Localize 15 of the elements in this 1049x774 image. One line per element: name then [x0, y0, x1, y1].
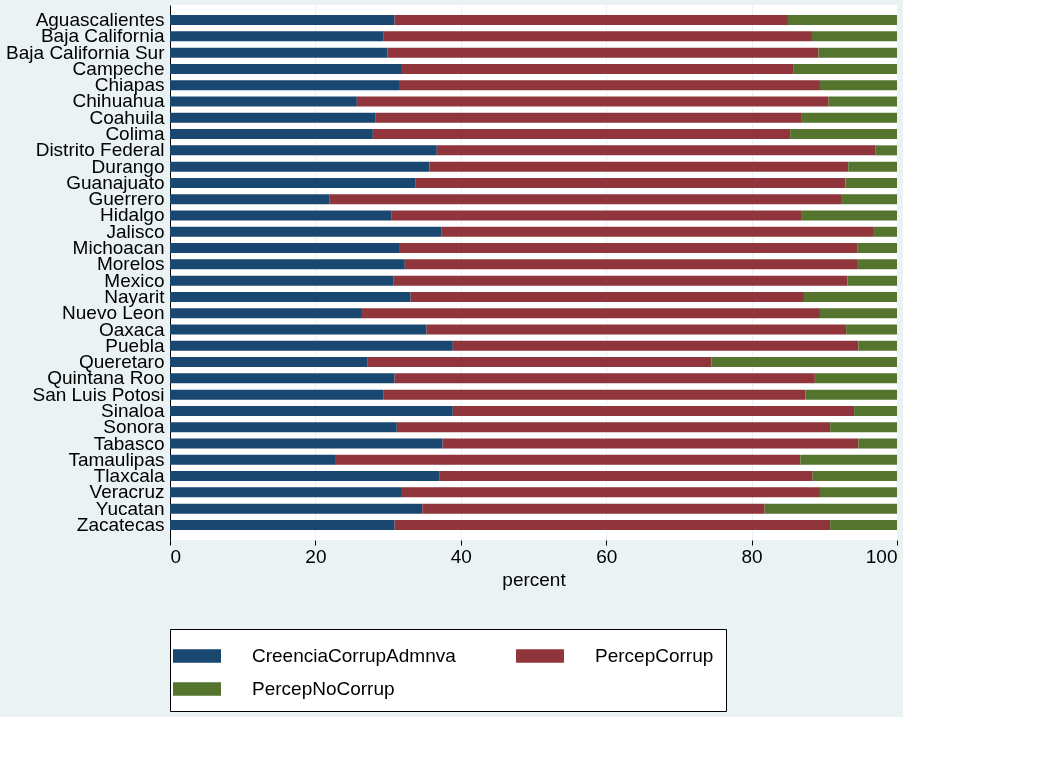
x-tick-label: 60 — [596, 545, 618, 567]
x-tick-label: 0 — [170, 545, 182, 567]
x-tick-label: 20 — [305, 545, 327, 567]
legend-label: PercepNoCorrup — [252, 678, 395, 699]
x-tick-label: 100 — [865, 545, 898, 567]
y-tick-label: Distrito Federal — [35, 139, 165, 161]
y-tick-label: Aguascalientes — [35, 9, 165, 31]
legend-label: CreenciaCorrupAdmnva — [252, 645, 457, 666]
x-axis-title: percent — [502, 568, 567, 590]
y-tick-label: Oaxaca — [99, 318, 165, 340]
x-tick-label: 40 — [450, 545, 472, 567]
y-tick-label: Coahuila — [89, 106, 165, 128]
legend-label: PercepCorrup — [595, 645, 714, 666]
y-tick-label: Queretaro — [78, 351, 165, 373]
x-tick-label: 80 — [741, 545, 763, 567]
